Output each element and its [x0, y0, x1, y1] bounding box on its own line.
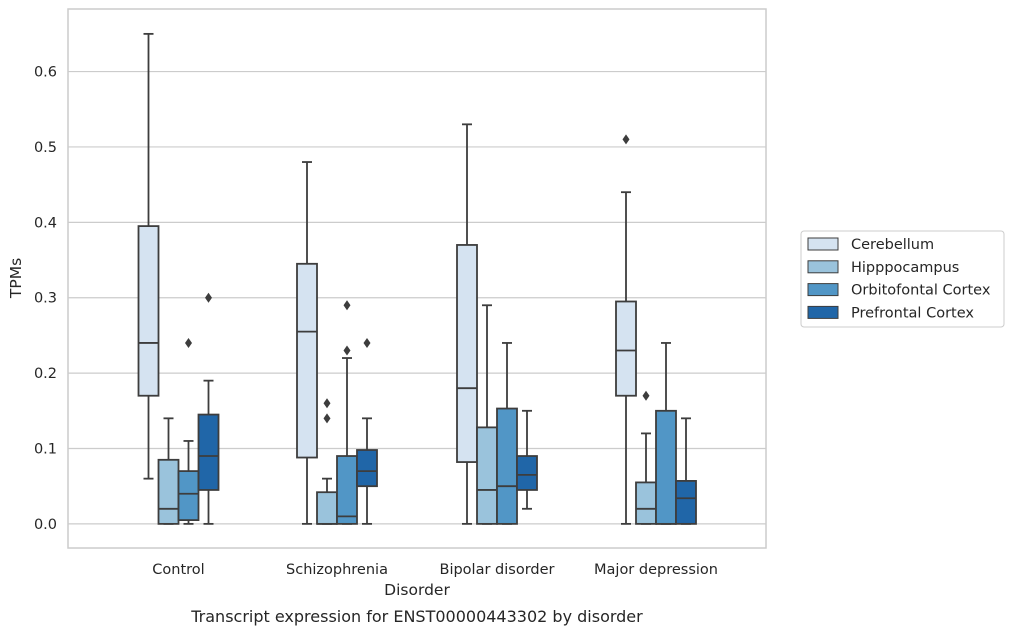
series-orbitofontal-cortex: [177, 300, 677, 525]
series-hipppocampus: [157, 304, 657, 525]
y-tick-label: 0.0: [34, 517, 57, 533]
legend-label: Cerebellum: [851, 237, 934, 253]
box: [137, 32, 160, 480]
box-body: [157, 458, 180, 525]
y-tick-label: 0.5: [34, 140, 57, 156]
y-tick-label: 0.6: [34, 65, 57, 81]
box: [476, 304, 498, 525]
box-body: [476, 426, 498, 525]
x-axis-title: Disorder: [384, 581, 450, 599]
plot-area: [67, 8, 767, 549]
box-body: [177, 470, 200, 522]
outlier-point: [343, 345, 351, 356]
box-body: [137, 225, 160, 397]
outlier-point: [185, 337, 192, 348]
box: [516, 409, 538, 510]
box-body: [456, 244, 478, 463]
legend-swatch: [807, 305, 839, 319]
box-body: [675, 480, 697, 525]
box-body: [516, 455, 538, 491]
box-body: [356, 449, 378, 488]
legend-item: Hipppocampus: [807, 260, 959, 276]
legend-label: Orbitofontal Cortex: [851, 283, 991, 299]
y-tick-label: 0.1: [34, 441, 57, 457]
box: [356, 337, 378, 525]
box: [496, 342, 518, 525]
box: [177, 337, 200, 525]
outlier-point: [363, 337, 371, 348]
legend-item: Cerebellum: [807, 237, 934, 253]
chart-caption: Transcript expression for ENST0000044330…: [190, 607, 643, 626]
y-axis-ticks: 0.0 0.1 0.2 0.3 0.4 0.5 0.6: [34, 65, 57, 533]
x-tick-label: Major depression: [594, 562, 718, 578]
legend-item: Orbitofontal Cortex: [807, 283, 991, 299]
legend-swatch: [807, 237, 839, 251]
box: [675, 417, 697, 525]
box: [336, 300, 358, 525]
box-groups: [137, 32, 697, 525]
legend-items: Cerebellum Hipppocampus Orbitofontal Corte…: [807, 237, 991, 321]
box-body: [496, 407, 518, 525]
box-body: [635, 481, 657, 525]
gridlines: [68, 70, 766, 525]
box: [615, 134, 637, 525]
box: [655, 342, 677, 525]
legend: Cerebellum Hipppocampus Orbitofontal Corte…: [800, 230, 1005, 328]
outlier-point: [343, 300, 351, 311]
box: [316, 398, 338, 525]
box: [157, 417, 180, 525]
y-tick-label: 0.4: [34, 215, 57, 231]
box-body: [316, 491, 338, 525]
x-tick-label: Schizophrenia: [286, 562, 388, 578]
outlier-point: [205, 292, 212, 303]
legend-item: Prefrontal Cortex: [807, 305, 974, 321]
outlier-point: [323, 398, 331, 409]
box: [197, 292, 220, 525]
legend-label: Prefrontal Cortex: [851, 305, 974, 321]
outlier-point: [323, 413, 331, 424]
box-body: [655, 409, 677, 525]
outlier-point: [642, 390, 650, 401]
y-tick-label: 0.2: [34, 366, 57, 382]
box-body: [296, 262, 318, 459]
outlier-point: [622, 134, 630, 145]
y-tick-label: 0.3: [34, 291, 57, 307]
legend-swatch: [807, 260, 839, 274]
x-tick-label: Control: [152, 562, 204, 578]
legend-swatch: [807, 283, 839, 297]
series-cerebellum: [137, 32, 637, 525]
box-body: [197, 413, 220, 491]
box-body: [615, 300, 637, 397]
box: [635, 390, 657, 525]
x-axis-ticks: Control Schizophrenia Bipolar disorder Majo…: [152, 562, 718, 578]
legend-frame: [800, 230, 1005, 328]
series-prefrontal-cortex: [197, 292, 697, 525]
y-axis-title: TPMs: [7, 258, 25, 299]
box: [296, 161, 318, 525]
legend-label: Hipppocampus: [851, 260, 959, 276]
box: [456, 123, 478, 525]
x-tick-label: Bipolar disorder: [440, 562, 555, 578]
box-body: [336, 455, 358, 525]
